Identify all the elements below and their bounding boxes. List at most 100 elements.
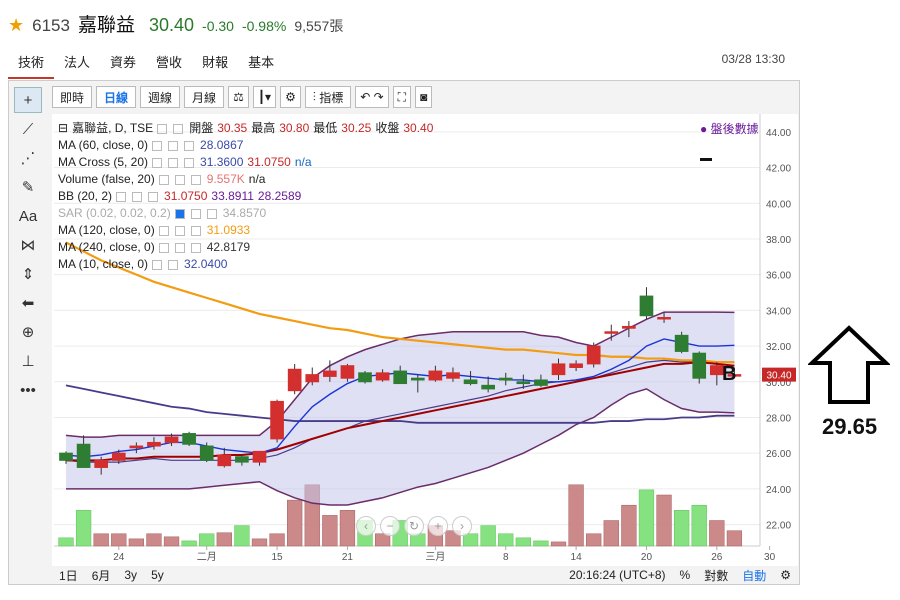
volume-bar bbox=[251, 538, 268, 547]
chart-area[interactable]: 22.00 24.00 26.00 28.00 30.00 32.00 34.00 36.00… bbox=[52, 114, 798, 566]
arrow-left-icon[interactable]: ⬅ bbox=[21, 295, 35, 312]
volume-bar bbox=[586, 533, 602, 547]
log-toggle[interactable]: 對數 bbox=[704, 568, 729, 583]
measure-icon[interactable]: ⇕ bbox=[21, 266, 35, 283]
candle-body bbox=[639, 295, 654, 317]
collapse-icon[interactable]: ⊟ bbox=[58, 121, 69, 135]
undo-icon[interactable]: ↶ ↷ bbox=[355, 86, 389, 108]
tab-financials[interactable]: 財報 bbox=[202, 55, 229, 70]
percent-toggle[interactable]: % bbox=[679, 568, 691, 582]
candle-body bbox=[235, 456, 249, 463]
fullscreen-icon[interactable]: ⛶ bbox=[392, 86, 412, 108]
drawing-toolbar: + ⟋ ⋰ ✎ Aa ⋈ ⇕ ⬅ ⊕ ⊥ ••• bbox=[8, 84, 48, 584]
camera-icon[interactable]: ◙ bbox=[415, 86, 433, 108]
candle-body bbox=[463, 379, 478, 385]
tab-revenue[interactable]: 營收 bbox=[156, 55, 183, 70]
x-tick-label: 24 bbox=[113, 552, 125, 563]
indicators-label: 指標 bbox=[319, 90, 344, 105]
x-tick-label: 14 bbox=[571, 552, 583, 563]
last-price-label: 30.40 bbox=[766, 371, 791, 382]
volume-bar bbox=[691, 504, 707, 547]
volume-bar bbox=[234, 525, 250, 547]
legend-row-ma240[interactable]: MA (240, close, 0) 42.8179 bbox=[58, 240, 251, 254]
y-tick-label: 22.00 bbox=[766, 521, 791, 532]
scroll-left-icon[interactable]: ‹ bbox=[356, 516, 376, 536]
candle-body bbox=[498, 377, 513, 381]
range-3y[interactable]: 3y bbox=[124, 568, 138, 582]
legend-row-sar[interactable]: SAR (0.02, 0.02, 0.2) 34.8570 bbox=[58, 206, 267, 220]
scroll-right-icon[interactable]: › bbox=[452, 516, 472, 536]
tab-margin[interactable]: 資券 bbox=[110, 55, 137, 70]
y-tick-label: 38.00 bbox=[766, 235, 791, 246]
volume-bar bbox=[58, 537, 74, 547]
volume-bar bbox=[269, 533, 285, 547]
legend-row-bb[interactable]: BB (20, 2) 31.0750 33.8911 28.2589 bbox=[58, 189, 302, 203]
y-tick-label: 28.00 bbox=[766, 413, 791, 424]
candle-body bbox=[586, 345, 601, 365]
legend-row-ma10[interactable]: MA (10, close, 0) 32.0400 bbox=[58, 257, 228, 271]
reset-icon[interactable]: ↻ bbox=[404, 516, 424, 536]
more-icon[interactable]: ••• bbox=[20, 381, 36, 399]
candle-body bbox=[481, 384, 495, 390]
text-tool-icon[interactable]: Aa bbox=[18, 207, 38, 225]
candle-body bbox=[252, 450, 267, 463]
indicators-button[interactable]: ⫶ 指標 bbox=[304, 86, 352, 108]
stock-name: 嘉聯益 bbox=[77, 15, 135, 36]
candle-body bbox=[375, 372, 390, 381]
x-tick-label: 8 bbox=[503, 552, 509, 563]
legend-row-ma60[interactable]: MA (60, close, 0) 28.0867 bbox=[58, 138, 244, 152]
zoom-out-icon[interactable]: − bbox=[380, 516, 400, 536]
tab-technical[interactable]: 技術 bbox=[8, 48, 55, 79]
fib-icon[interactable]: ⋰ bbox=[20, 150, 36, 167]
trendline-icon[interactable]: ⟋ bbox=[22, 120, 34, 138]
y-tick-label: 36.00 bbox=[766, 271, 791, 282]
volume-bar bbox=[322, 515, 338, 547]
tab-basic[interactable]: 基本 bbox=[248, 55, 275, 70]
compare-icon[interactable]: ⚖ bbox=[228, 86, 249, 108]
ruler-icon[interactable]: ⊥ bbox=[21, 353, 35, 370]
x-tick-label: 26 bbox=[711, 552, 723, 563]
volume-bar bbox=[568, 484, 584, 547]
volume-bar bbox=[603, 520, 619, 547]
legend-row-volume[interactable]: Volume (false, 20) 9.557K n/a bbox=[58, 172, 266, 186]
candle-body bbox=[217, 454, 232, 467]
settings-gear-icon[interactable]: ⚙ bbox=[780, 568, 791, 582]
volume-bar bbox=[287, 499, 303, 547]
interval-realtime-button[interactable]: 即時 bbox=[52, 86, 93, 108]
zoom-controls: ‹ − ↻ + › bbox=[356, 516, 472, 536]
star-icon[interactable]: ★ bbox=[8, 15, 25, 35]
volume-bar bbox=[462, 533, 479, 547]
x-tick-label: 二月 bbox=[197, 551, 217, 563]
volume-bar bbox=[515, 537, 531, 547]
stock-price: 30.40 bbox=[148, 15, 195, 35]
range-5y[interactable]: 5y bbox=[151, 568, 164, 582]
bb-mid-line bbox=[65, 359, 735, 463]
candle-body bbox=[287, 368, 302, 392]
crosshair-icon[interactable]: + bbox=[14, 87, 42, 113]
legend-row-macross[interactable]: MA Cross (5, 20) 31.3600 31.0750 n/a bbox=[58, 155, 312, 169]
tab-institutional[interactable]: 法人 bbox=[64, 55, 91, 70]
candle-body bbox=[393, 370, 408, 385]
interval-monthly-button[interactable]: 月線 bbox=[184, 86, 225, 108]
legend-row-ma120[interactable]: MA (120, close, 0) 31.0933 bbox=[58, 223, 251, 237]
interval-weekly-button[interactable]: 週線 bbox=[140, 86, 181, 108]
x-tick-label: 21 bbox=[342, 552, 354, 563]
range-6m[interactable]: 6月 bbox=[91, 568, 111, 583]
up-arrow-icon bbox=[808, 325, 890, 404]
y-tick-label: 32.00 bbox=[766, 342, 791, 353]
ma120-line bbox=[65, 384, 735, 424]
settings-gear-icon[interactable]: ⚙ bbox=[280, 86, 301, 108]
interval-daily-button[interactable]: 日線 bbox=[96, 86, 137, 108]
volume-bar bbox=[146, 533, 162, 547]
auto-toggle[interactable]: 自動 bbox=[742, 568, 767, 583]
after-hours-label[interactable]: ● 盤後數據 bbox=[700, 122, 759, 136]
zoom-in-icon[interactable]: + bbox=[428, 516, 448, 536]
range-1d[interactable]: 1日 bbox=[59, 568, 78, 583]
brush-icon[interactable]: ✎ bbox=[21, 179, 35, 196]
volume-bar bbox=[339, 510, 356, 547]
pattern-icon[interactable]: ⋈ bbox=[20, 237, 36, 254]
candle-type-icon[interactable]: ┃▾ bbox=[252, 86, 277, 108]
y-tick-label: 26.00 bbox=[766, 449, 791, 460]
price-chart[interactable]: 22.00 24.00 26.00 28.00 30.00 32.00 34.00 36.00… bbox=[52, 114, 798, 566]
zoom-icon[interactable]: ⊕ bbox=[21, 324, 35, 341]
